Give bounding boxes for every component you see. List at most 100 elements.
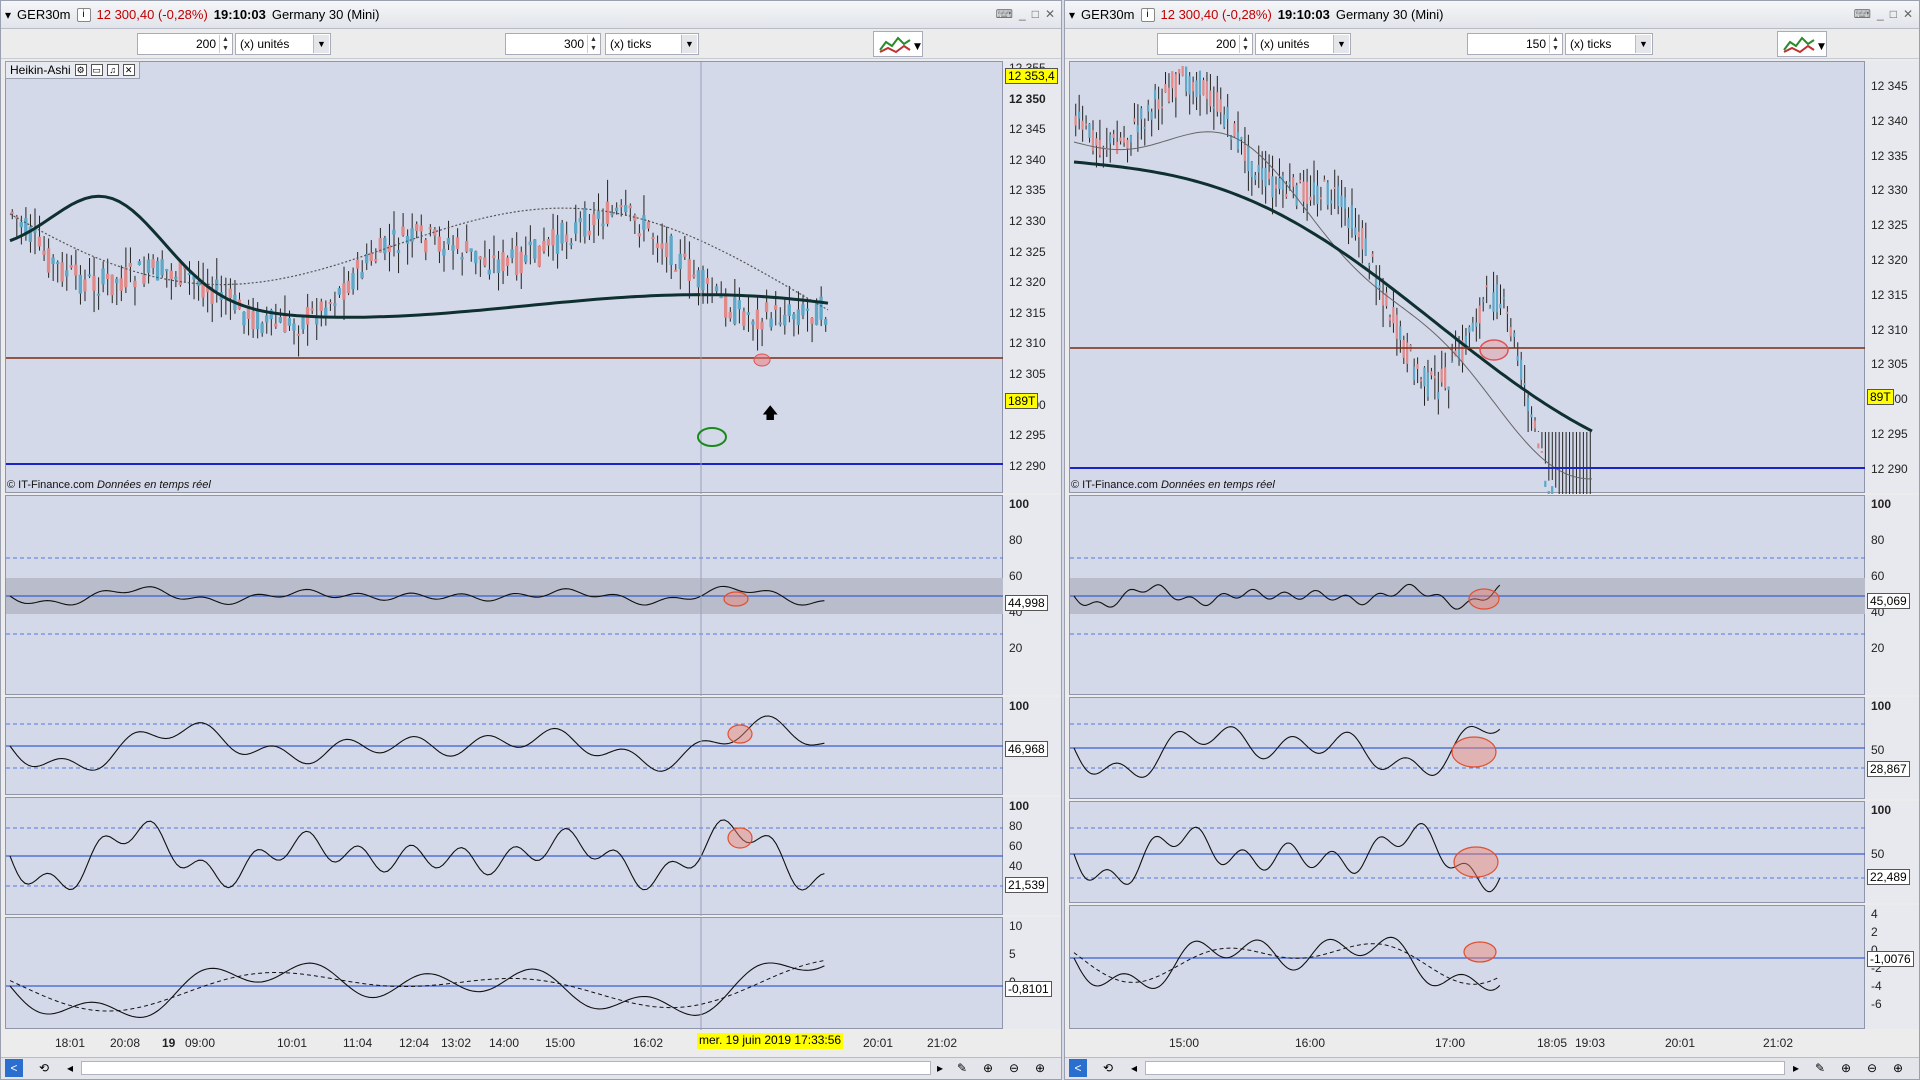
right-time-axis[interactable]: 15:00 16:00 17:00 18:05 19:03 20:01 21:02 (1069, 1031, 1919, 1057)
candle-body (228, 288, 232, 299)
zoom-out-icon[interactable]: ⊖ (1008, 1061, 1020, 1075)
right-panel-4-axis[interactable]: 4 2 0 -2 -4 -6 -1,0076 (1865, 905, 1919, 1029)
candle-body (1440, 368, 1443, 383)
right-info-icon[interactable]: i (1140, 7, 1155, 22)
candle-body (1174, 74, 1177, 98)
scroll-left-icon[interactable]: ◂ (66, 1061, 74, 1075)
right-ticks-input[interactable]: 150 ▲ ▼ (1467, 33, 1563, 55)
left-panel-1[interactable] (5, 495, 1004, 696)
chevron-down-icon[interactable]: ▼ (681, 35, 697, 53)
zoom-fit-icon[interactable]: ⊕ (1840, 1061, 1852, 1075)
left-ticks-select[interactable]: (x) ticks ▼ (605, 33, 699, 55)
candle-body (1419, 379, 1423, 382)
close-icon[interactable]: ✕ (1902, 7, 1913, 21)
sync-icon[interactable]: ⟲ (1102, 1061, 1114, 1075)
right-panel-2[interactable] (1069, 697, 1866, 799)
time-tick-label: 17:00 (1435, 1036, 1466, 1050)
left-scrollbar[interactable] (81, 1061, 931, 1075)
left-panel-2[interactable] (5, 697, 1004, 796)
spinner-arrows-icon[interactable]: ▲ ▼ (587, 35, 599, 53)
sync-icon[interactable]: ⟲ (38, 1061, 50, 1075)
right-panel-4[interactable] (1069, 905, 1866, 1029)
left-price-panel[interactable]: 🡅 (5, 61, 1004, 494)
left-panel-4[interactable] (5, 917, 1004, 1030)
draw-icon[interactable]: ✎ (956, 1061, 968, 1075)
left-units-select[interactable]: (x) unités ▼ (235, 33, 331, 55)
draw-icon[interactable]: ✎ (1814, 1061, 1826, 1075)
bell-icon[interactable]: ♫ (106, 64, 119, 76)
candle-body (1198, 70, 1202, 96)
scroll-right-icon[interactable]: ▸ (936, 1061, 944, 1075)
close-icon[interactable]: ✕ (122, 64, 135, 76)
left-chart-type-button[interactable]: ▼ (873, 31, 923, 57)
right-units-select[interactable]: (x) unités ▼ (1255, 33, 1351, 55)
left-ticks-input[interactable]: 300 ▲ ▼ (505, 33, 601, 55)
right-scrollbar[interactable] (1145, 1061, 1785, 1075)
right-price-axis[interactable]: 12 345 12 340 12 335 12 330 12 325 12 320 12 3… (1865, 61, 1919, 493)
keyboard-icon[interactable]: ⌨ (1853, 7, 1871, 21)
candle-body (705, 278, 710, 284)
share-icon[interactable]: < (1069, 1059, 1087, 1077)
chevron-down-icon[interactable]: ▼ (313, 35, 329, 53)
right-panel-3[interactable] (1069, 801, 1866, 903)
chevron-down-icon[interactable]: ▼ (1333, 35, 1349, 53)
spinner-arrows-icon[interactable]: ▲ ▼ (219, 35, 231, 53)
minimize-icon[interactable]: _ (1877, 7, 1884, 21)
keyboard-icon[interactable]: ⌨ (995, 7, 1013, 21)
left-units-input[interactable]: 200 ▲ ▼ (137, 33, 233, 55)
zoom-in-icon[interactable]: ⊕ (1034, 1061, 1046, 1075)
left-panel-3[interactable] (5, 797, 1004, 916)
close-icon[interactable]: ✕ (1044, 7, 1055, 21)
wrench-icon[interactable]: ⚙ (74, 64, 87, 76)
maximize-icon[interactable]: □ (1031, 7, 1039, 21)
window-icon[interactable]: ▭ (90, 64, 103, 76)
candle-body (1305, 181, 1309, 204)
candle-body (324, 307, 328, 319)
time-tick-label: 11:04 (343, 1036, 373, 1050)
signal-line (1073, 943, 1501, 985)
zoom-out-icon[interactable]: ⊖ (1866, 1061, 1878, 1075)
right-symbol[interactable]: GER30m (1081, 7, 1135, 22)
right-panel-1[interactable] (1069, 495, 1866, 695)
left-panel-2-axis[interactable]: 100 46,968 (1003, 697, 1061, 795)
spinner-arrows-icon[interactable]: ▲ ▼ (1239, 35, 1251, 53)
right-price-panel[interactable] (1069, 61, 1866, 494)
left-time-axis[interactable]: 18:01 20:08 19 09:00 10:01 11:04 12:04 13:02 14:… (5, 1031, 1061, 1057)
right-chart-type-button[interactable]: ▼ (1777, 31, 1827, 57)
scroll-left-icon[interactable]: ◂ (1130, 1061, 1138, 1075)
candle-body (628, 205, 632, 209)
candle-body (319, 301, 323, 311)
minimize-icon[interactable]: _ (1019, 7, 1026, 21)
right-menu-chevron-icon[interactable]: ▾ (1069, 7, 1076, 22)
candle-body (1551, 486, 1554, 494)
axis-tick-label: -4 (1871, 979, 1882, 993)
time-tick-label: 15:00 (1169, 1036, 1200, 1050)
candle-body (1295, 185, 1298, 206)
candle-body (296, 333, 301, 336)
right-price-svg (1070, 65, 1866, 494)
right-panel-3-axis[interactable]: 100 50 22,489 (1865, 801, 1919, 903)
right-panel-2-axis[interactable]: 100 50 28,867 (1865, 697, 1919, 799)
zoom-in-icon[interactable]: ⊕ (1892, 1061, 1904, 1075)
candle-body (1147, 104, 1150, 112)
right-ticks-select[interactable]: (x) ticks ▼ (1565, 33, 1653, 55)
left-panel-3-axis[interactable]: 1008060402021,539 (1003, 797, 1061, 915)
right-units-input[interactable]: 200 ▲ ▼ (1157, 33, 1253, 55)
maximize-icon[interactable]: □ (1889, 7, 1897, 21)
left-info-icon[interactable]: i (76, 7, 91, 22)
left-panel-4-axis[interactable]: 1050-0,8101 (1003, 917, 1061, 1029)
scroll-right-icon[interactable]: ▸ (1792, 1061, 1800, 1075)
candle-body (133, 280, 137, 288)
oscillator-line (1073, 725, 1501, 778)
left-menu-chevron-icon[interactable]: ▾ (5, 7, 12, 22)
zoom-fit-icon[interactable]: ⊕ (982, 1061, 994, 1075)
left-symbol[interactable]: GER30m (17, 7, 71, 22)
share-icon[interactable]: < (5, 1059, 23, 1077)
right-panel-1-axis[interactable]: 100 80 60 40 20 45,069 (1865, 495, 1919, 695)
chevron-down-icon[interactable]: ▼ (1635, 35, 1651, 53)
candle-body (1402, 339, 1405, 358)
candle-body (596, 211, 601, 220)
spinner-arrows-icon[interactable]: ▲ ▼ (1549, 35, 1561, 53)
left-panel-1-axis[interactable]: 100 80 60 40 20 44,998 (1003, 495, 1061, 695)
